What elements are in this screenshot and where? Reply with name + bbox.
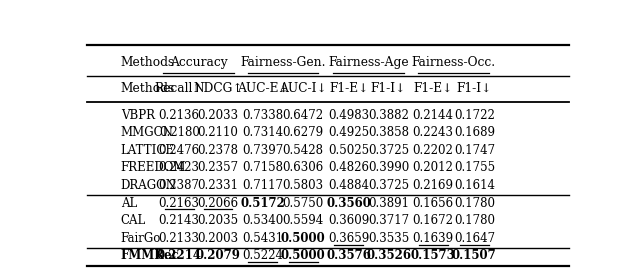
- Text: 0.5025: 0.5025: [328, 144, 369, 157]
- Text: 0.3725: 0.3725: [368, 179, 409, 192]
- Text: 0.6472: 0.6472: [283, 109, 324, 122]
- Text: 0.5594: 0.5594: [283, 214, 324, 227]
- Text: 0.2079: 0.2079: [195, 249, 241, 263]
- Text: 0.1647: 0.1647: [454, 232, 495, 245]
- Text: 0.3858: 0.3858: [368, 126, 409, 139]
- Text: F1-E↓: F1-E↓: [329, 82, 369, 95]
- Text: Fairness-Age: Fairness-Age: [328, 56, 409, 69]
- Text: AUC-E↓: AUC-E↓: [237, 82, 289, 95]
- Text: 0.2476: 0.2476: [159, 144, 200, 157]
- Text: 0.2012: 0.2012: [413, 161, 454, 175]
- Text: 0.1780: 0.1780: [454, 197, 495, 210]
- Text: 0.7314: 0.7314: [242, 126, 283, 139]
- Text: 0.3725: 0.3725: [368, 144, 409, 157]
- Text: 0.5803: 0.5803: [283, 179, 324, 192]
- Text: 0.2143: 0.2143: [159, 214, 200, 227]
- Text: 0.7397: 0.7397: [242, 144, 283, 157]
- Text: 0.1614: 0.1614: [454, 179, 495, 192]
- Text: 0.3609: 0.3609: [328, 214, 369, 227]
- Text: 0.1689: 0.1689: [454, 126, 495, 139]
- Text: 0.5340: 0.5340: [242, 214, 283, 227]
- Text: DRAGON: DRAGON: [121, 179, 177, 192]
- Text: 0.2133: 0.2133: [159, 232, 200, 245]
- Text: 0.5428: 0.5428: [283, 144, 324, 157]
- Text: 0.1672: 0.1672: [413, 214, 454, 227]
- Text: 0.3576: 0.3576: [326, 249, 371, 263]
- Text: 0.1507: 0.1507: [452, 249, 497, 263]
- Text: 0.2169: 0.2169: [413, 179, 454, 192]
- Text: F1-E↓: F1-E↓: [413, 82, 453, 95]
- Text: 0.2331: 0.2331: [197, 179, 238, 192]
- Text: 0.2214: 0.2214: [157, 249, 202, 263]
- Text: 0.2066: 0.2066: [197, 197, 239, 210]
- Text: 0.1573: 0.1573: [411, 249, 456, 263]
- Text: NDCG↑: NDCG↑: [193, 82, 243, 95]
- Text: 0.3882: 0.3882: [368, 109, 409, 122]
- Text: 0.3560: 0.3560: [326, 197, 371, 210]
- Text: F1-I↓: F1-I↓: [371, 82, 406, 95]
- Text: 0.7117: 0.7117: [242, 179, 283, 192]
- Text: 0.1722: 0.1722: [454, 109, 495, 122]
- Text: 0.2243: 0.2243: [413, 126, 454, 139]
- Text: 0.2357: 0.2357: [197, 161, 239, 175]
- Text: 0.5224: 0.5224: [242, 249, 283, 263]
- Text: 0.5750: 0.5750: [283, 197, 324, 210]
- Text: MMGCN: MMGCN: [121, 126, 173, 139]
- Text: LATTICE: LATTICE: [121, 144, 175, 157]
- Text: 0.3717: 0.3717: [368, 214, 409, 227]
- Text: 0.3535: 0.3535: [368, 232, 409, 245]
- Text: VBPR: VBPR: [121, 109, 155, 122]
- Text: FREEDOM: FREEDOM: [121, 161, 186, 175]
- Text: FairGo: FairGo: [121, 232, 161, 245]
- Text: AUC-I↓: AUC-I↓: [279, 82, 327, 95]
- Text: Fairness-Gen.: Fairness-Gen.: [240, 56, 326, 69]
- Text: 0.2202: 0.2202: [413, 144, 454, 157]
- Text: Methods: Methods: [121, 82, 175, 95]
- Text: 0.2387: 0.2387: [159, 179, 200, 192]
- Text: Fairness-Occ.: Fairness-Occ.: [412, 56, 495, 69]
- Text: 0.7338: 0.7338: [242, 109, 283, 122]
- Text: FMMRec: FMMRec: [121, 249, 179, 263]
- Text: 0.4983: 0.4983: [328, 109, 369, 122]
- Text: 0.3990: 0.3990: [368, 161, 409, 175]
- Text: Accuracy: Accuracy: [170, 56, 227, 69]
- Text: 0.2378: 0.2378: [197, 144, 238, 157]
- Text: 0.1780: 0.1780: [454, 214, 495, 227]
- Text: 0.1639: 0.1639: [413, 232, 454, 245]
- Text: 0.7158: 0.7158: [242, 161, 283, 175]
- Text: 0.5000: 0.5000: [281, 232, 326, 245]
- Text: 0.3659: 0.3659: [328, 232, 369, 245]
- Text: 0.4884: 0.4884: [328, 179, 369, 192]
- Text: 0.6279: 0.6279: [283, 126, 324, 139]
- Text: 0.5000: 0.5000: [281, 249, 326, 263]
- Text: Methods: Methods: [121, 56, 175, 69]
- Text: 0.2180: 0.2180: [159, 126, 200, 139]
- Text: 0.5431: 0.5431: [242, 232, 283, 245]
- Text: CAL: CAL: [121, 214, 146, 227]
- Text: 0.2144: 0.2144: [413, 109, 454, 122]
- Text: 0.2035: 0.2035: [197, 214, 239, 227]
- Text: 0.2033: 0.2033: [197, 109, 239, 122]
- Text: 0.5172: 0.5172: [240, 197, 285, 210]
- Text: 0.2136: 0.2136: [159, 109, 200, 122]
- Text: 0.2163: 0.2163: [159, 197, 200, 210]
- Text: 0.1755: 0.1755: [454, 161, 495, 175]
- Text: 0.3526: 0.3526: [366, 249, 411, 263]
- Text: 0.2003: 0.2003: [197, 232, 239, 245]
- Text: 0.3891: 0.3891: [368, 197, 409, 210]
- Text: AL: AL: [121, 197, 137, 210]
- Text: 0.4925: 0.4925: [328, 126, 369, 139]
- Text: Recall↑: Recall↑: [155, 82, 204, 95]
- Text: 0.4826: 0.4826: [328, 161, 369, 175]
- Text: 0.1656: 0.1656: [413, 197, 454, 210]
- Text: F1-I↓: F1-I↓: [456, 82, 492, 95]
- Text: 0.6306: 0.6306: [283, 161, 324, 175]
- Text: 0.1747: 0.1747: [454, 144, 495, 157]
- Text: 0.2423: 0.2423: [159, 161, 200, 175]
- Text: 0.2110: 0.2110: [198, 126, 238, 139]
